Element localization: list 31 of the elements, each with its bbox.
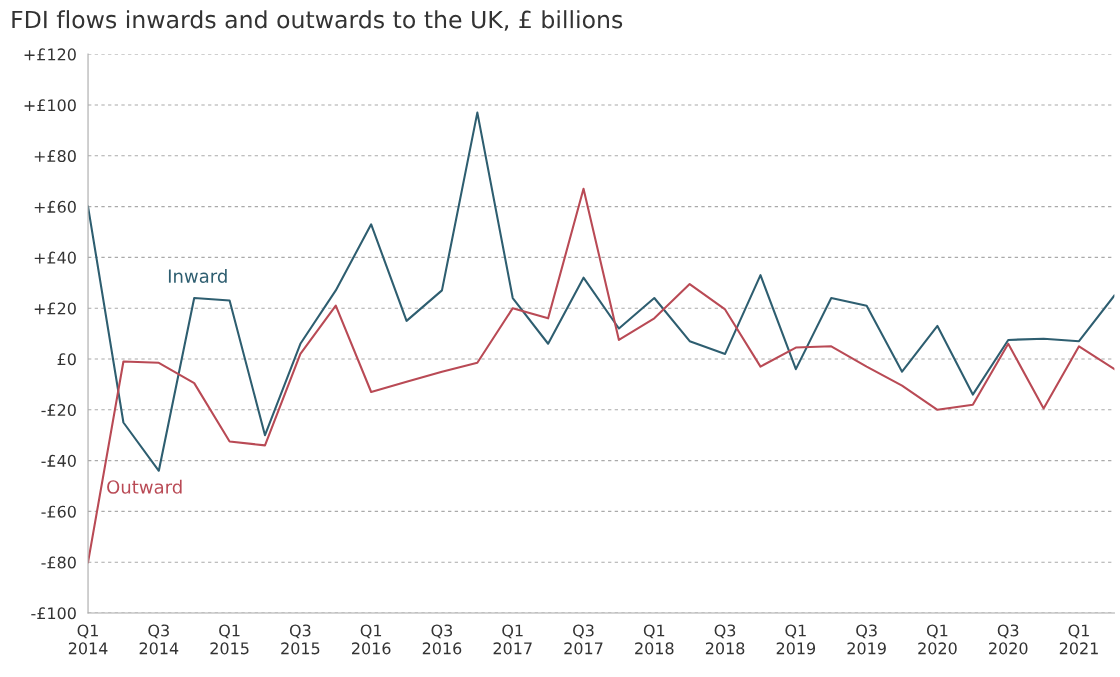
x-tick-label: Q3 2014 (139, 624, 179, 655)
y-tick-label: +£20 (34, 302, 76, 315)
x-tick-label: Q1 2018 (635, 624, 674, 655)
y-tick-label: -£100 (31, 607, 76, 620)
y-tick-label: +£100 (24, 99, 76, 112)
y-tick-label: +£120 (24, 48, 76, 61)
x-tick-label: Q3 2020 (989, 624, 1028, 655)
x-tick-label: Q1 2015 (210, 624, 249, 655)
x-tick-label: Q1 2021 (1059, 624, 1098, 655)
x-tick-label: Q3 2015 (281, 624, 320, 655)
x-tick-label: Q1 2016 (352, 624, 391, 655)
x-tick-label: Q3 2016 (422, 624, 462, 655)
y-tick-label: -£20 (41, 404, 76, 417)
x-tick-label: Q3 2018 (705, 624, 745, 655)
x-tick-label: Q1 2020 (918, 624, 957, 655)
x-tick-label: Q1 2019 (776, 624, 816, 655)
y-tick-label: -£60 (41, 505, 76, 518)
y-tick-label: +£40 (34, 251, 76, 264)
series-label: Outward (107, 479, 182, 494)
x-tick-label: Q3 2019 (847, 624, 886, 655)
y-tick-label: -£40 (41, 454, 76, 467)
x-tick-label: Q1 2014 (68, 624, 108, 655)
y-tick-label: +£60 (34, 200, 76, 213)
x-tick-label: Q3 2017 (564, 624, 603, 655)
series-label: Inward (168, 268, 227, 283)
y-tick-label: +£80 (34, 149, 76, 163)
y-tick-label: -£80 (41, 556, 76, 569)
x-tick-label: Q1 2017 (493, 624, 532, 655)
chart-title: FDI flows inwards and outwards to the UK, £ billions (12, 10, 623, 31)
line-series (88, 111, 1115, 472)
y-tick-label: £0 (57, 353, 76, 366)
